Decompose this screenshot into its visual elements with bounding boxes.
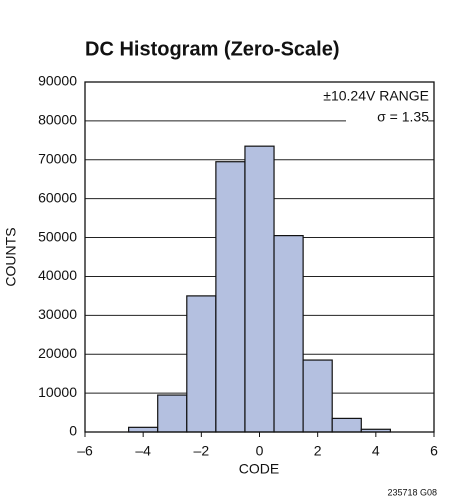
- bar: [244, 145, 275, 433]
- x-tick-label: 2: [314, 443, 322, 459]
- bar: [215, 161, 246, 433]
- plot-frame: [84, 81, 435, 433]
- bar: [302, 359, 333, 433]
- y-tick-label: 10000: [38, 384, 77, 400]
- bar: [186, 295, 217, 433]
- y-tick-label: 80000: [38, 112, 77, 128]
- bar: [331, 417, 362, 433]
- bar: [273, 235, 304, 433]
- x-tick-label: 6: [430, 443, 438, 459]
- x-tick-label: 0: [256, 443, 264, 459]
- y-tick-label: 60000: [38, 189, 77, 205]
- chart-title: DC Histogram (Zero-Scale): [85, 38, 340, 60]
- y-tick-label: 0: [69, 423, 77, 439]
- x-tick-label: –2: [194, 443, 210, 459]
- y-tick-label: 20000: [38, 345, 77, 361]
- x-tick-label: 4: [372, 443, 380, 459]
- x-tick-label: –4: [135, 443, 151, 459]
- y-tick-label: 30000: [38, 306, 77, 322]
- y-tick-label: 40000: [38, 267, 77, 283]
- y-tick-label: 90000: [38, 73, 77, 89]
- x-tick-label: –6: [77, 443, 93, 459]
- annotation: ±10.24V RANGE: [323, 88, 429, 104]
- annotation: σ = 1.35: [377, 109, 429, 125]
- x-axis-label: CODE: [239, 461, 279, 477]
- y-tick-label: 70000: [38, 150, 77, 166]
- y-axis-label: COUNTS: [3, 227, 19, 286]
- y-tick-label: 50000: [38, 228, 77, 244]
- bar: [157, 394, 188, 433]
- bar: [128, 426, 159, 433]
- footnote: 235718 G08: [387, 487, 437, 497]
